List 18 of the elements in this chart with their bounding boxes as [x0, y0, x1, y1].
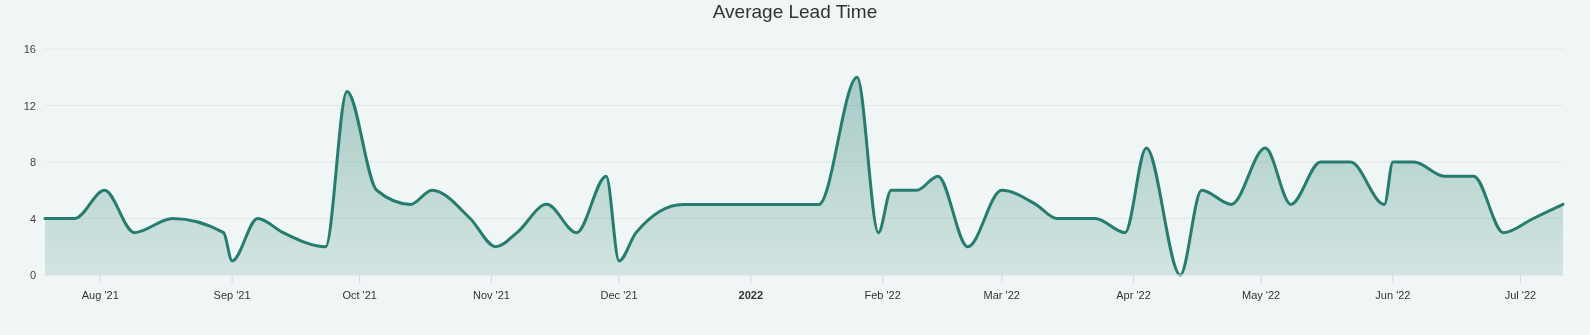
y-tick-label: 16	[23, 43, 36, 55]
x-tick-label: Jul '22	[1504, 289, 1537, 301]
x-tick-label: Jun '22	[1375, 289, 1411, 301]
y-tick-label: 0	[29, 269, 36, 281]
x-tick-label: Apr '22	[1116, 289, 1151, 301]
x-tick-label: Aug '21	[81, 289, 119, 301]
x-tick-label: Dec '21	[600, 289, 638, 301]
chart-title: Average Lead Time	[712, 1, 878, 22]
x-tick-label: 2022	[738, 289, 764, 301]
x-tick-label: May '22	[1242, 289, 1281, 301]
x-tick-label: Nov '21	[472, 289, 510, 301]
x-tick-label: Feb '22	[864, 289, 901, 301]
y-tick-label: 12	[23, 99, 36, 112]
y-tick-label: 4	[29, 212, 36, 225]
x-tick-label: Mar '22	[983, 289, 1020, 301]
y-tick-label: 8	[29, 156, 36, 168]
x-tick-label: Sep '21	[213, 289, 251, 301]
x-tick-label: Oct '21	[342, 289, 377, 301]
